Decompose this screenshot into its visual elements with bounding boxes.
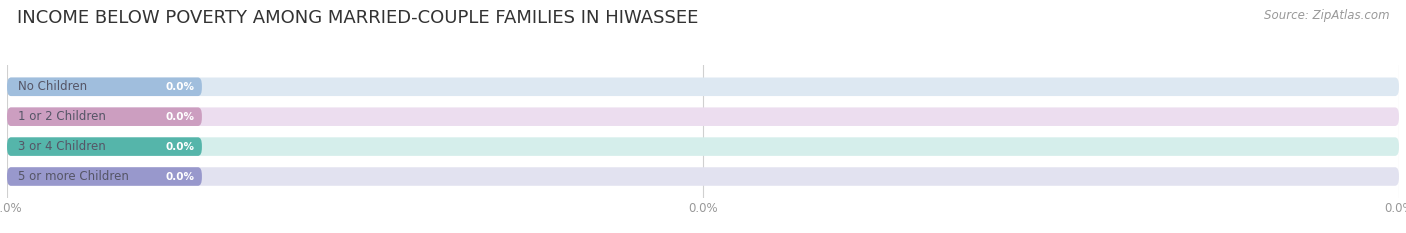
Text: 0.0%: 0.0% <box>166 112 195 122</box>
Text: 1 or 2 Children: 1 or 2 Children <box>18 110 105 123</box>
FancyBboxPatch shape <box>7 78 202 96</box>
Text: 3 or 4 Children: 3 or 4 Children <box>18 140 105 153</box>
FancyBboxPatch shape <box>7 167 1399 186</box>
Text: 0.0%: 0.0% <box>166 142 195 152</box>
FancyBboxPatch shape <box>7 137 1399 156</box>
FancyBboxPatch shape <box>7 78 1399 96</box>
Text: 0.0%: 0.0% <box>166 82 195 92</box>
Text: 0.0%: 0.0% <box>166 171 195 182</box>
FancyBboxPatch shape <box>7 167 202 186</box>
FancyBboxPatch shape <box>7 137 202 156</box>
FancyBboxPatch shape <box>7 107 1399 126</box>
Text: INCOME BELOW POVERTY AMONG MARRIED-COUPLE FAMILIES IN HIWASSEE: INCOME BELOW POVERTY AMONG MARRIED-COUPL… <box>17 9 699 27</box>
Text: Source: ZipAtlas.com: Source: ZipAtlas.com <box>1264 9 1389 22</box>
FancyBboxPatch shape <box>7 107 202 126</box>
Text: No Children: No Children <box>18 80 87 93</box>
Text: 5 or more Children: 5 or more Children <box>18 170 129 183</box>
